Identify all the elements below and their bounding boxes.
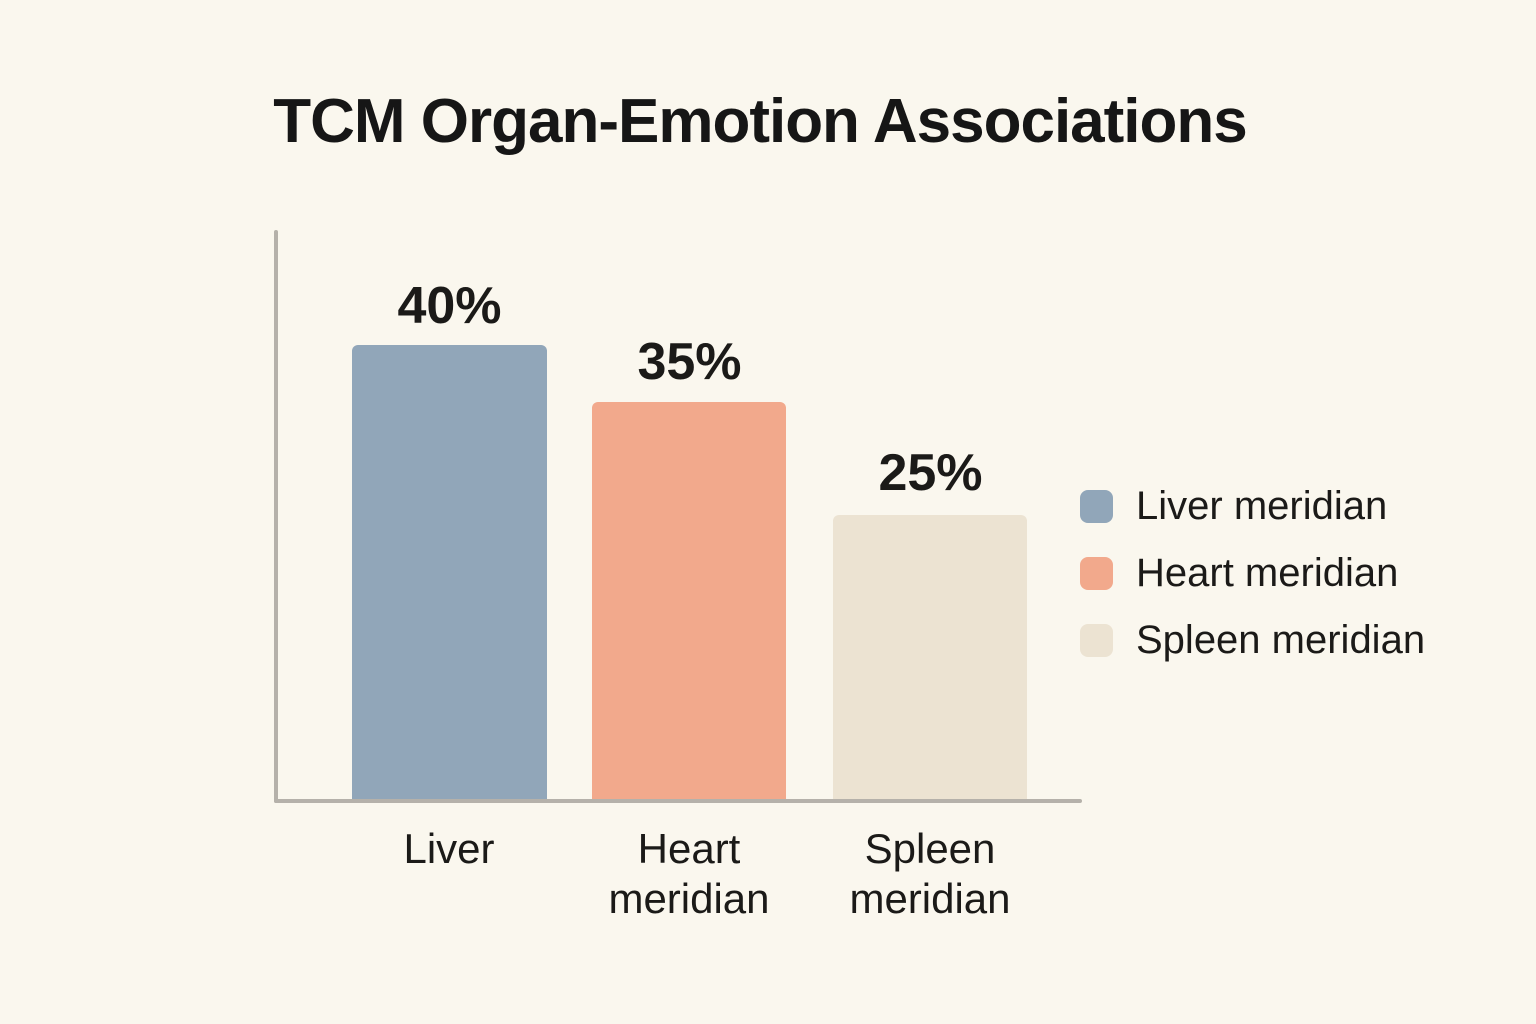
- x-axis-label-line: Spleen: [864, 825, 996, 872]
- x-axis-label-line: meridian: [608, 875, 770, 922]
- x-axis-label-line: Heart: [637, 825, 741, 872]
- bar-heart-meridian: [592, 402, 786, 799]
- bar-liver: [352, 345, 547, 799]
- x-axis-line: [274, 799, 1082, 803]
- value-label-heart-meridian: 35%: [637, 333, 742, 391]
- legend-label: Heart meridian: [1136, 550, 1399, 595]
- x-axis-label-line: meridian: [849, 875, 1011, 922]
- legend-swatch-heart-meridian: [1080, 556, 1113, 590]
- chart-title: TCM Organ-Emotion Associations: [273, 87, 1248, 156]
- legend: Liver meridian Heart meridian Spleen mer…: [1080, 482, 1425, 683]
- x-axis-label-liver: Liver: [309, 824, 589, 874]
- y-axis-line: [274, 230, 278, 803]
- value-label-spleen-meridian: 25%: [878, 444, 983, 502]
- bar-spleen-meridian: [833, 515, 1027, 799]
- x-axis-label-spleen-meridian: Spleen meridian: [790, 824, 1070, 924]
- legend-item-spleen-meridian: Spleen meridian: [1080, 616, 1425, 664]
- legend-label: Spleen meridian: [1136, 617, 1426, 662]
- legend-item-liver-meridian: Liver meridian: [1080, 482, 1425, 530]
- legend-swatch-liver-meridian: [1080, 489, 1113, 523]
- legend-label: Liver meridian: [1136, 483, 1388, 528]
- x-axis-label-heart-meridian: Heart meridian: [549, 824, 829, 924]
- value-label-liver: 40%: [397, 277, 502, 335]
- legend-item-heart-meridian: Heart meridian: [1080, 549, 1425, 597]
- x-axis-label-line: Liver: [403, 825, 495, 872]
- legend-swatch-spleen-meridian: [1080, 623, 1113, 657]
